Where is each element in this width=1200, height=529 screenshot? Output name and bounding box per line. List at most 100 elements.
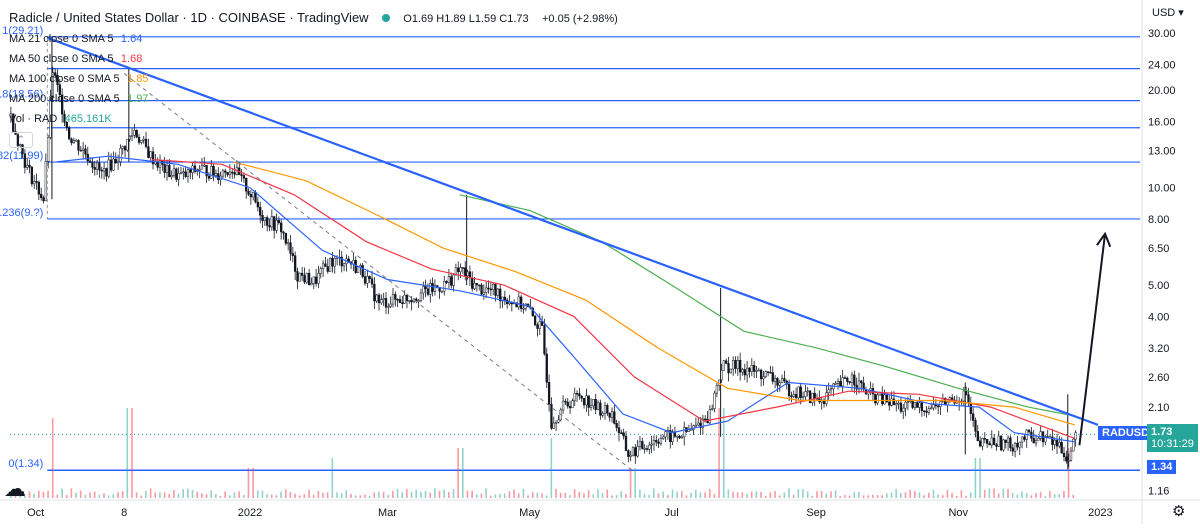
candle-body: [1011, 447, 1014, 452]
candle-body: [850, 374, 854, 383]
candle-body: [792, 394, 795, 397]
candle-body: [829, 388, 833, 391]
candle-body: [801, 396, 805, 398]
volume-bar: [42, 492, 45, 498]
candle-body: [242, 175, 246, 179]
candle-body: [897, 402, 900, 405]
candle-body: [226, 172, 229, 176]
volume-bar: [1044, 495, 1047, 498]
candle-body: [56, 75, 59, 85]
volume-bar: [191, 490, 194, 498]
indicator-row-ma100[interactable]: MA 100 close 0 SMA 5 1.85: [9, 69, 618, 89]
volume-bar: [797, 489, 800, 498]
candle-body: [848, 381, 851, 383]
candle-body: [252, 191, 255, 198]
candle-body: [163, 164, 166, 173]
indicator-row-volume[interactable]: Vol · RAD 465.161K: [9, 109, 618, 129]
volume-bar: [56, 494, 59, 498]
y-tick-label: 24.00: [1148, 59, 1176, 71]
candle-body: [1016, 443, 1019, 448]
indicator-row-ma200[interactable]: MA 200 close 0 SMA 5 1.97: [9, 89, 618, 109]
volume-bar: [1053, 494, 1056, 498]
candle-body: [543, 325, 546, 355]
candle-body: [221, 170, 225, 177]
candle-body: [175, 168, 178, 180]
volume-bar: [764, 495, 767, 498]
volume-bar: [1030, 495, 1033, 498]
volume-bar: [876, 495, 879, 498]
candle-body: [715, 385, 719, 394]
volume-bar: [256, 490, 259, 498]
volume-bar: [820, 490, 823, 498]
volume-bar: [708, 488, 711, 498]
y-tick-label: 3.20: [1148, 343, 1169, 355]
indicator-value: 1.68: [120, 53, 143, 65]
tradingview-logo-icon[interactable]: ☁: [4, 476, 26, 501]
projection-arrow[interactable]: [1078, 233, 1107, 446]
volume-bar: [434, 488, 436, 498]
indicator-row-ma21[interactable]: MA 21 close 0 SMA 5 1.64: [9, 29, 618, 49]
y-tick-label: 1.16: [1148, 486, 1169, 498]
volume-bar: [536, 492, 539, 498]
candle-body: [899, 402, 903, 412]
candle-body: [578, 393, 581, 397]
volume-bar: [266, 494, 268, 498]
candle-body: [566, 401, 569, 407]
candle-body: [708, 409, 712, 424]
candle-body: [741, 369, 744, 373]
candle-body: [266, 217, 269, 226]
volume-bar: [298, 495, 301, 498]
volume-bar: [839, 495, 842, 498]
candle-body: [759, 369, 763, 380]
volume-bar: [51, 418, 54, 498]
candle-body: [564, 400, 567, 403]
candle-body: [496, 288, 499, 296]
y-tick-label: 16.00: [1148, 116, 1176, 128]
candle-body: [997, 435, 1000, 447]
volume-bar: [909, 489, 911, 498]
candle-body: [475, 283, 479, 286]
volume-bar: [853, 492, 856, 498]
volume-bar: [177, 493, 180, 498]
candle-body: [652, 440, 656, 445]
volume-bar: [513, 489, 515, 498]
volume-bar: [392, 490, 394, 498]
candle-body: [207, 175, 211, 179]
volume-bar: [867, 495, 870, 498]
candle-body: [88, 160, 92, 163]
volume-bar: [988, 488, 991, 498]
candle-body: [63, 113, 66, 123]
candle-body: [331, 257, 334, 267]
candle-body: [601, 413, 604, 416]
symbol-title[interactable]: Radicle / United States Dollar · 1D · CO…: [9, 10, 369, 25]
candle-body: [904, 401, 907, 409]
currency-selector[interactable]: USD ▾: [1152, 6, 1184, 19]
volume-bar: [368, 495, 371, 498]
candle-body: [387, 306, 390, 308]
candle-body: [503, 296, 506, 301]
candle-body: [918, 402, 921, 408]
candle-body: [713, 392, 716, 409]
candle-body: [629, 454, 632, 457]
candle-body: [627, 450, 630, 457]
volume-bar: [359, 495, 362, 498]
candle-body: [725, 360, 728, 364]
candle-body: [978, 440, 982, 447]
volume-bar: [163, 492, 166, 498]
indicator-label: MA 100 close 0 SMA 5: [9, 73, 120, 85]
indicator-row-ma50[interactable]: MA 50 close 0 SMA 5 1.68: [9, 49, 618, 69]
candle-body: [699, 422, 702, 428]
volume-bar: [303, 494, 306, 498]
candle-body: [790, 395, 793, 398]
volume-bar: [401, 492, 404, 498]
candle-body: [1009, 437, 1012, 449]
candle-body: [137, 136, 141, 143]
descending-trendline[interactable]: [46, 36, 1099, 426]
collapse-legend-button[interactable]: ⌃: [9, 132, 33, 148]
candle-body: [780, 378, 784, 383]
candle-body: [233, 172, 236, 175]
gear-icon[interactable]: ⚙: [1172, 503, 1186, 520]
fib-trend-line[interactable]: [123, 73, 633, 471]
